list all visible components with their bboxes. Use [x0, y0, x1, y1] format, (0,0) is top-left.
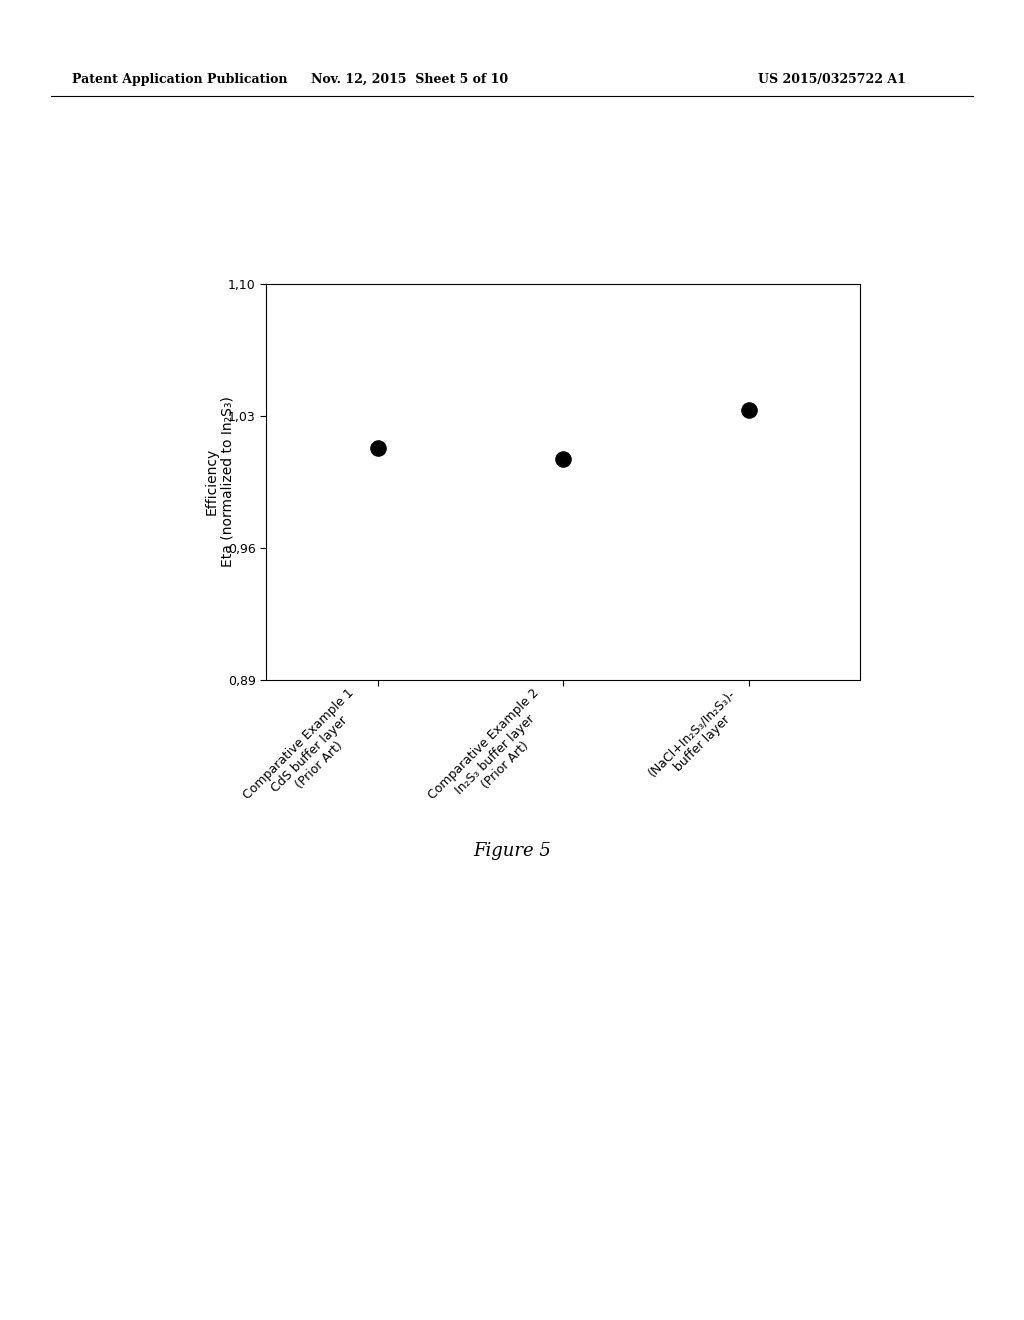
Y-axis label: Efficiency
Eta (normalized to In₂S₃): Efficiency Eta (normalized to In₂S₃): [205, 396, 234, 568]
Text: Comparative Example 1
CdS buffer layer
(Prior Art): Comparative Example 1 CdS buffer layer (…: [241, 686, 378, 824]
Text: (NaCl+In₂S₃/In₂S₃)-
buffer layer: (NaCl+In₂S₃/In₂S₃)- buffer layer: [646, 686, 749, 789]
Text: Comparative Example 2
In₂S₃ buffer layer
(Prior Art): Comparative Example 2 In₂S₃ buffer layer…: [426, 686, 563, 824]
Text: Figure 5: Figure 5: [473, 842, 551, 861]
Text: Nov. 12, 2015  Sheet 5 of 10: Nov. 12, 2015 Sheet 5 of 10: [311, 73, 508, 86]
Point: [555, 449, 571, 470]
Point: [740, 400, 757, 421]
Text: Patent Application Publication: Patent Application Publication: [72, 73, 287, 86]
Text: US 2015/0325722 A1: US 2015/0325722 A1: [758, 73, 905, 86]
Point: [370, 437, 386, 458]
